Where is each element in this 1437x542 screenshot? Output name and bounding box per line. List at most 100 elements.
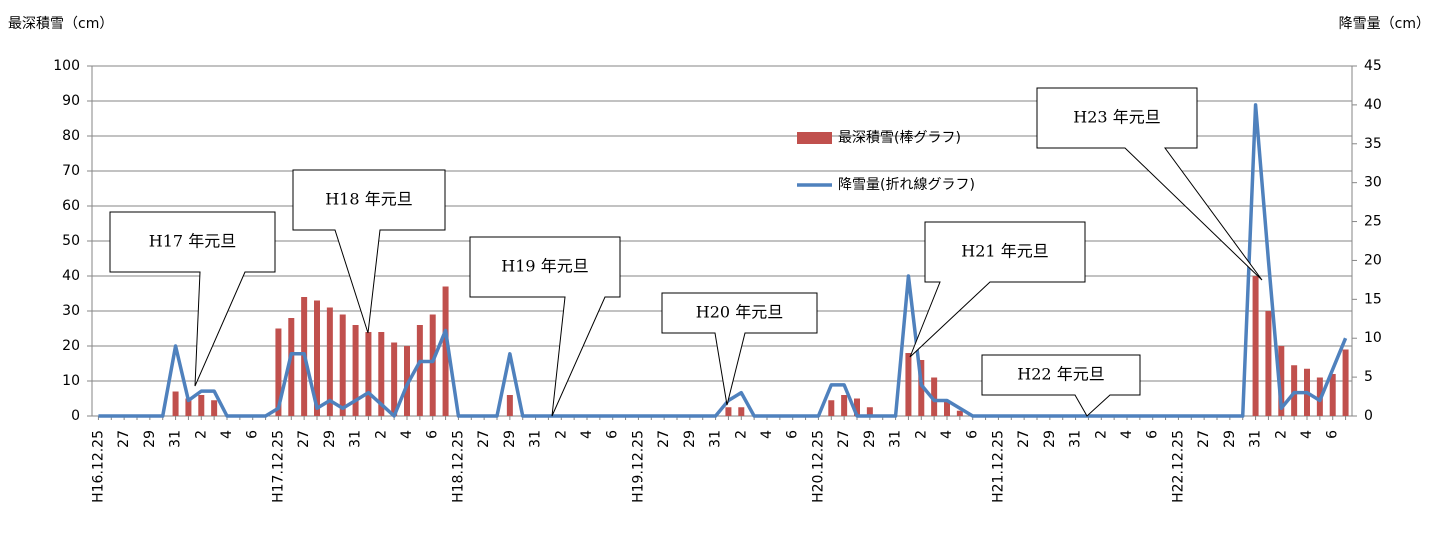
bar: [1265, 311, 1272, 416]
x-tick-label: 6: [245, 430, 261, 439]
annotation: H23 年元旦: [1073, 108, 1160, 127]
x-tick-label: 4: [399, 430, 415, 439]
bar: [1252, 276, 1259, 416]
x-tick-label: 29: [862, 430, 878, 448]
bar: [365, 332, 372, 416]
annotation: H17 年元旦: [149, 232, 236, 251]
bar: [931, 377, 938, 416]
bar: [378, 332, 385, 416]
bar: [326, 307, 333, 416]
bar: [172, 391, 179, 416]
x-tick-label: 2: [553, 430, 569, 439]
x-tick-label: 2: [1273, 430, 1289, 439]
y-tick-label: 60: [62, 198, 80, 214]
legend-label: 最深積雪(棒グラフ): [838, 130, 961, 146]
callout: [1036, 87, 1263, 281]
x-tick-label: H19.12.25: [630, 430, 646, 503]
y-tick-label: 90: [62, 93, 80, 109]
x-tick-label: 27: [116, 430, 132, 448]
callout: [469, 236, 621, 417]
x-tick-label: 4: [219, 430, 235, 439]
x-tick-label: 31: [888, 430, 904, 448]
bar: [1342, 349, 1349, 416]
bar: [352, 325, 359, 416]
x-tick-label: 31: [708, 430, 724, 448]
x-tick-label: 6: [425, 430, 441, 439]
x-tick-label: 2: [373, 430, 389, 439]
y2-tick-label: 40: [1364, 97, 1382, 113]
x-tick-label: 27: [1016, 430, 1032, 448]
bar: [905, 353, 912, 416]
annotation: H22 年元旦: [1017, 365, 1104, 384]
x-tick-label: 27: [476, 430, 492, 448]
x-tick-label: 2: [733, 430, 749, 439]
bar: [1278, 346, 1285, 416]
annotation: H20 年元旦: [696, 303, 783, 322]
y-tick-label: 30: [62, 303, 80, 319]
y2-tick-label: 20: [1364, 252, 1382, 268]
y2-tick-label: 45: [1364, 58, 1382, 74]
callout: [661, 292, 818, 406]
x-tick-label: H22.12.25: [1170, 430, 1186, 503]
x-tick-label: 31: [168, 430, 184, 448]
x-tick-label: H17.12.25: [270, 430, 286, 503]
y-tick-label: 80: [62, 128, 80, 144]
annotation: H21 年元旦: [961, 242, 1048, 261]
x-tick-label: 4: [939, 430, 955, 439]
y-tick-label: 20: [62, 338, 80, 354]
y-axis-label: 最深積雪（cm）: [8, 16, 113, 32]
x-tick-label: 31: [528, 430, 544, 448]
bar: [738, 407, 745, 416]
bar: [339, 314, 346, 416]
x-tick-label: 31: [1068, 430, 1084, 448]
annotation: H19 年元旦: [501, 257, 588, 276]
bar: [314, 300, 320, 416]
x-tick-label: H18.12.25: [450, 430, 466, 503]
x-tick-label: 2: [193, 430, 209, 439]
bar: [391, 342, 398, 416]
bar: [211, 400, 218, 416]
x-tick-label: 4: [1299, 430, 1315, 439]
x-tick-label: 6: [965, 430, 981, 439]
legend-swatch: [797, 132, 832, 144]
x-tick-label: 29: [142, 430, 158, 448]
bar: [404, 346, 410, 416]
x-tick-label: 27: [656, 430, 672, 448]
y2-tick-label: 35: [1364, 136, 1382, 152]
x-tick-label: H20.12.25: [810, 430, 826, 503]
y-tick-label: 40: [62, 268, 80, 284]
y2-tick-label: 25: [1364, 214, 1382, 230]
callout: [292, 169, 446, 334]
bar: [506, 395, 513, 416]
bar: [416, 325, 423, 416]
line: [98, 103, 1348, 418]
bar: [854, 398, 860, 416]
y-tick-label: 100: [53, 58, 80, 74]
bar: [185, 398, 192, 416]
bar: [442, 286, 449, 416]
callout: [909, 221, 1086, 358]
bar: [841, 395, 848, 416]
x-tick-label: 4: [759, 430, 775, 439]
x-tick-label: 29: [1042, 430, 1058, 448]
y2-tick-label: 30: [1364, 175, 1382, 191]
bar: [725, 407, 732, 416]
bar: [275, 328, 282, 416]
bar: [198, 395, 205, 416]
bar: [944, 402, 950, 416]
bar: [828, 400, 835, 416]
y-tick-label: 70: [62, 163, 80, 179]
y2-tick-label: 0: [1364, 408, 1373, 424]
y2-axis-label: 降雪量（cm）: [1339, 16, 1430, 32]
x-tick-label: H16.12.25: [90, 430, 106, 503]
x-tick-label: 27: [836, 430, 852, 448]
callout: [109, 211, 276, 387]
x-tick-label: 29: [322, 430, 338, 448]
x-tick-label: 4: [1119, 430, 1135, 439]
y2-tick-label: 5: [1364, 369, 1373, 385]
y-tick-label: 0: [71, 408, 80, 424]
annotation: H18 年元旦: [325, 190, 412, 209]
bar: [918, 360, 925, 416]
x-tick-label: 27: [296, 430, 312, 448]
y-tick-label: 50: [62, 233, 80, 249]
